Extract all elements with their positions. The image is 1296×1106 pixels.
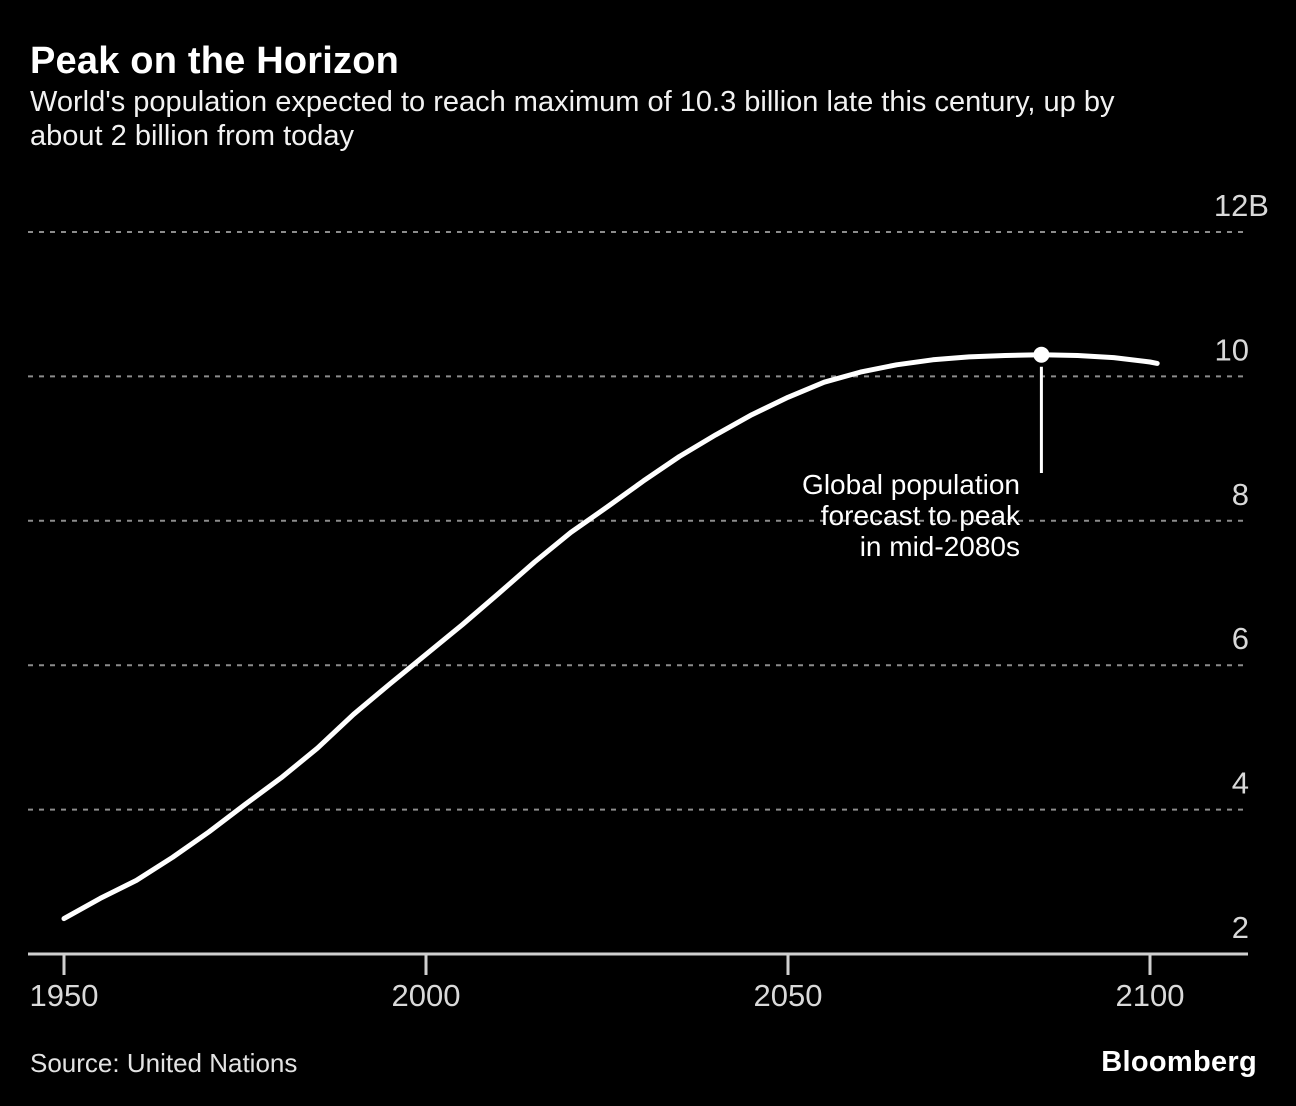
y-axis-label: 8 (1232, 477, 1249, 512)
chart-subtitle: World's population expected to reach max… (30, 85, 1114, 153)
bloomberg-logo: Bloomberg (1101, 1046, 1257, 1078)
y-axis-label: 12B (1214, 188, 1269, 223)
x-axis-label: 2100 (1116, 978, 1185, 1013)
y-axis-label: 10 (1215, 332, 1249, 367)
peak-annotation-line: in mid-2080s (860, 531, 1020, 562)
y-axis-label: 2 (1232, 910, 1249, 945)
x-axis-label: 2000 (392, 978, 461, 1013)
peak-marker-dot (1033, 346, 1050, 363)
peak-annotation-line: Global population (802, 469, 1020, 500)
chart-subtitle-line: about 2 billion from today (30, 120, 355, 152)
y-axis-label: 4 (1232, 766, 1249, 801)
y-axis-label: 6 (1232, 621, 1249, 656)
peak-annotation-line: forecast to peak (821, 500, 1021, 531)
population-line (61, 352, 1160, 922)
source-attribution: Source: United Nations (30, 1048, 298, 1078)
x-axis-label: 1950 (30, 978, 99, 1013)
chart-subtitle-line: World's population expected to reach max… (30, 86, 1115, 118)
x-axis-label: 2050 (754, 978, 823, 1013)
chart-title: Peak on the Horizon (30, 40, 400, 82)
